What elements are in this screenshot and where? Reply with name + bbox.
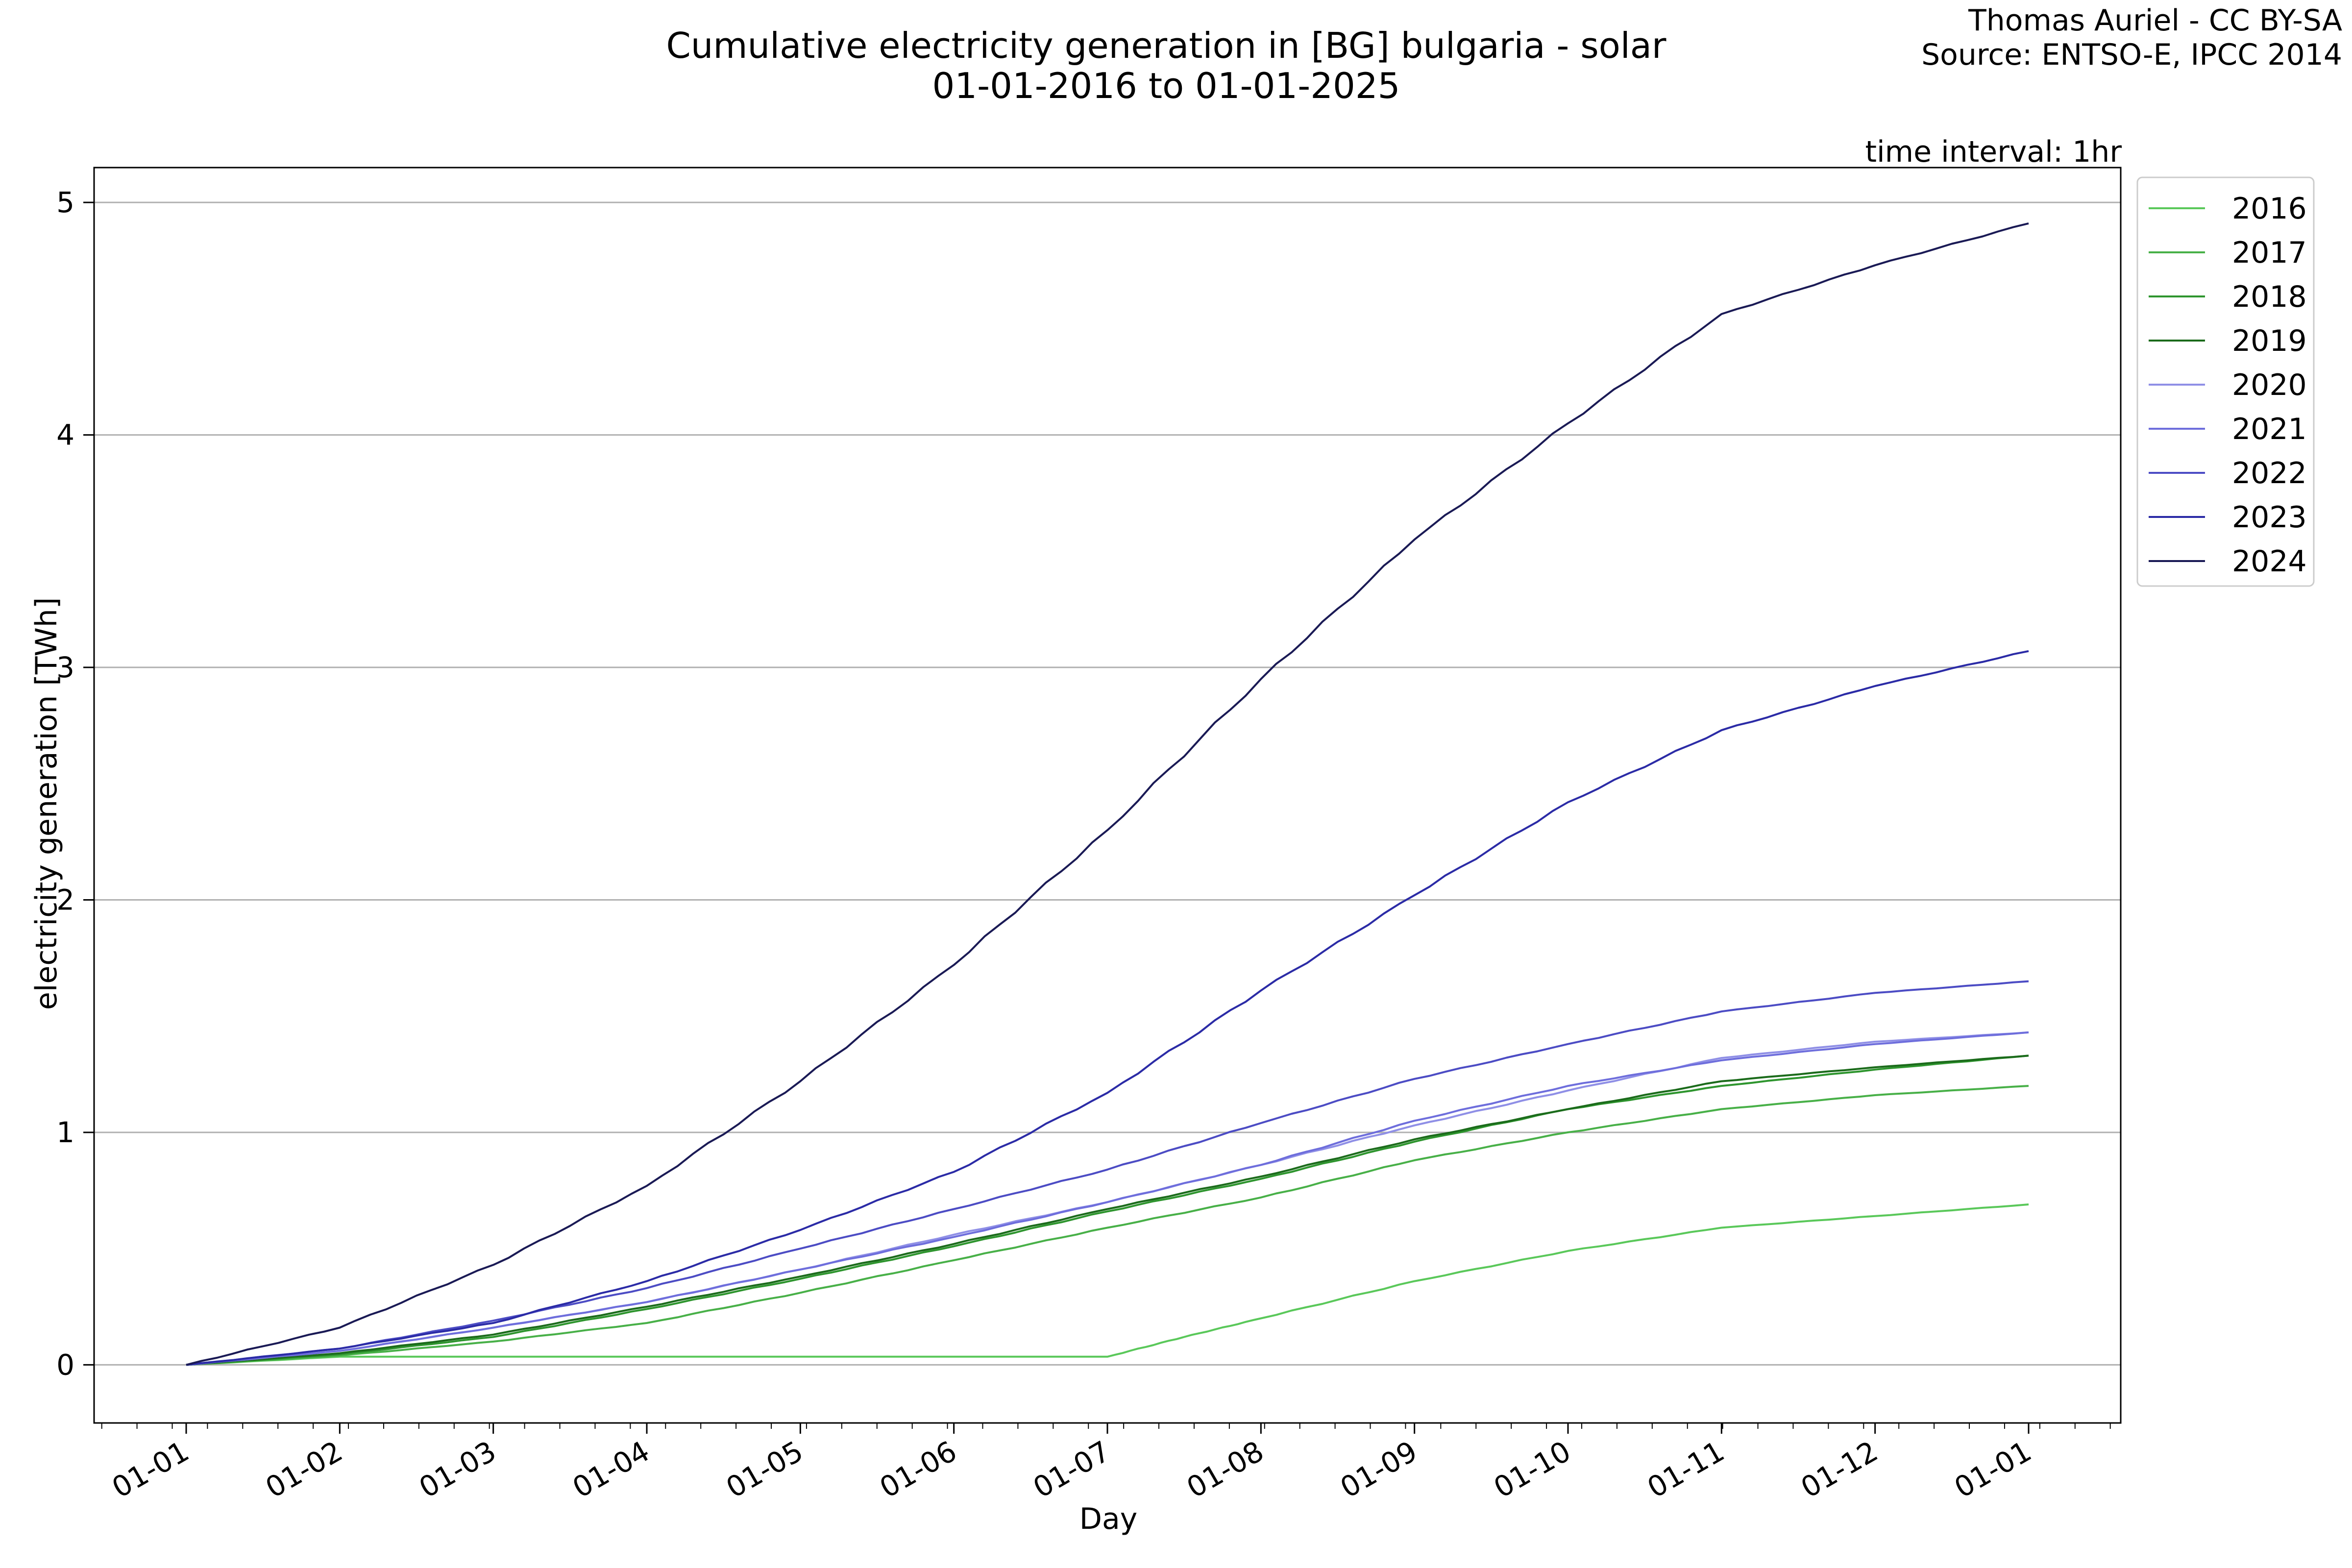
x-tick-label-11: 01-12 bbox=[1795, 1434, 1884, 1504]
x-axis-title: Day bbox=[1079, 1502, 1137, 1536]
legend-label-2022: 2022 bbox=[2232, 456, 2307, 490]
legend-label-2024: 2024 bbox=[2232, 544, 2307, 579]
legend-label-2019: 2019 bbox=[2232, 324, 2307, 358]
credit-source: Source: ENTSO-E, IPCC 2014 bbox=[1921, 38, 2342, 72]
y-tick-label-0: 0 bbox=[56, 1348, 74, 1381]
y-tick-label-5: 5 bbox=[56, 186, 74, 219]
x-tick-label-6: 01-07 bbox=[1028, 1434, 1116, 1504]
series-line-2018 bbox=[186, 1054, 2029, 1366]
legend-label-2020: 2020 bbox=[2232, 368, 2307, 402]
time-interval-note: time interval: 1hr bbox=[1865, 135, 2122, 169]
legend-label-2016: 2016 bbox=[2232, 192, 2307, 226]
series-line-2019 bbox=[186, 1054, 2029, 1366]
legend-box bbox=[2136, 176, 2315, 587]
series-lines bbox=[186, 222, 2029, 1366]
legend-label-2017: 2017 bbox=[2232, 236, 2307, 270]
legend-label-2021: 2021 bbox=[2232, 412, 2307, 446]
y-tick-label-3: 3 bbox=[56, 651, 74, 684]
x-tick-label-7: 01-08 bbox=[1181, 1434, 1269, 1504]
chart-title-line1: Cumulative electricity generation in [BG… bbox=[666, 25, 1666, 66]
series-line-2023 bbox=[186, 650, 2029, 1366]
y-tick-label-1: 1 bbox=[56, 1116, 74, 1149]
series-line-2017 bbox=[186, 1085, 2029, 1366]
x-tick-label-2: 01-03 bbox=[414, 1434, 502, 1504]
series-line-2022 bbox=[186, 980, 2029, 1366]
axis-ticks: 0 1 2 3 4 5 01-01 01-02 01-03 01-04 01-05 01-06 01-0… bbox=[56, 186, 2111, 1504]
x-tick-label-12: 01-01 bbox=[1949, 1434, 2037, 1504]
legend-label-2023: 2023 bbox=[2232, 500, 2307, 535]
y-axis-title: electricity generation [TWh] bbox=[29, 597, 64, 1010]
legend-label-2018: 2018 bbox=[2232, 280, 2307, 314]
x-tick-label-4: 01-05 bbox=[720, 1434, 808, 1504]
x-tick-label-3: 01-04 bbox=[567, 1434, 655, 1504]
x-tick-label-10: 01-11 bbox=[1642, 1434, 1730, 1504]
x-tick-label-5: 01-06 bbox=[874, 1434, 962, 1504]
x-tick-label-0: 01-01 bbox=[106, 1434, 195, 1504]
chart-title-line2: 01-01-2016 to 01-01-2025 bbox=[932, 65, 1400, 106]
credit-author: Thomas Auriel - CC BY-SA bbox=[1968, 3, 2342, 38]
series-line-2016 bbox=[186, 1203, 2029, 1366]
legend: 2016 2017 2018 2019 2020 2021 2022 2023 2024 bbox=[2136, 176, 2315, 587]
x-tick-label-9: 01-10 bbox=[1488, 1434, 1576, 1504]
plot-frame bbox=[93, 167, 2122, 1424]
series-line-2024 bbox=[186, 222, 2029, 1366]
series-line-2021 bbox=[186, 1031, 2029, 1366]
y-tick-label-4: 4 bbox=[56, 418, 74, 452]
y-tick-label-2: 2 bbox=[56, 883, 74, 917]
x-tick-label-1: 01-02 bbox=[260, 1434, 348, 1504]
x-tick-label-8: 01-09 bbox=[1335, 1434, 1423, 1504]
gridlines bbox=[94, 201, 2121, 1366]
